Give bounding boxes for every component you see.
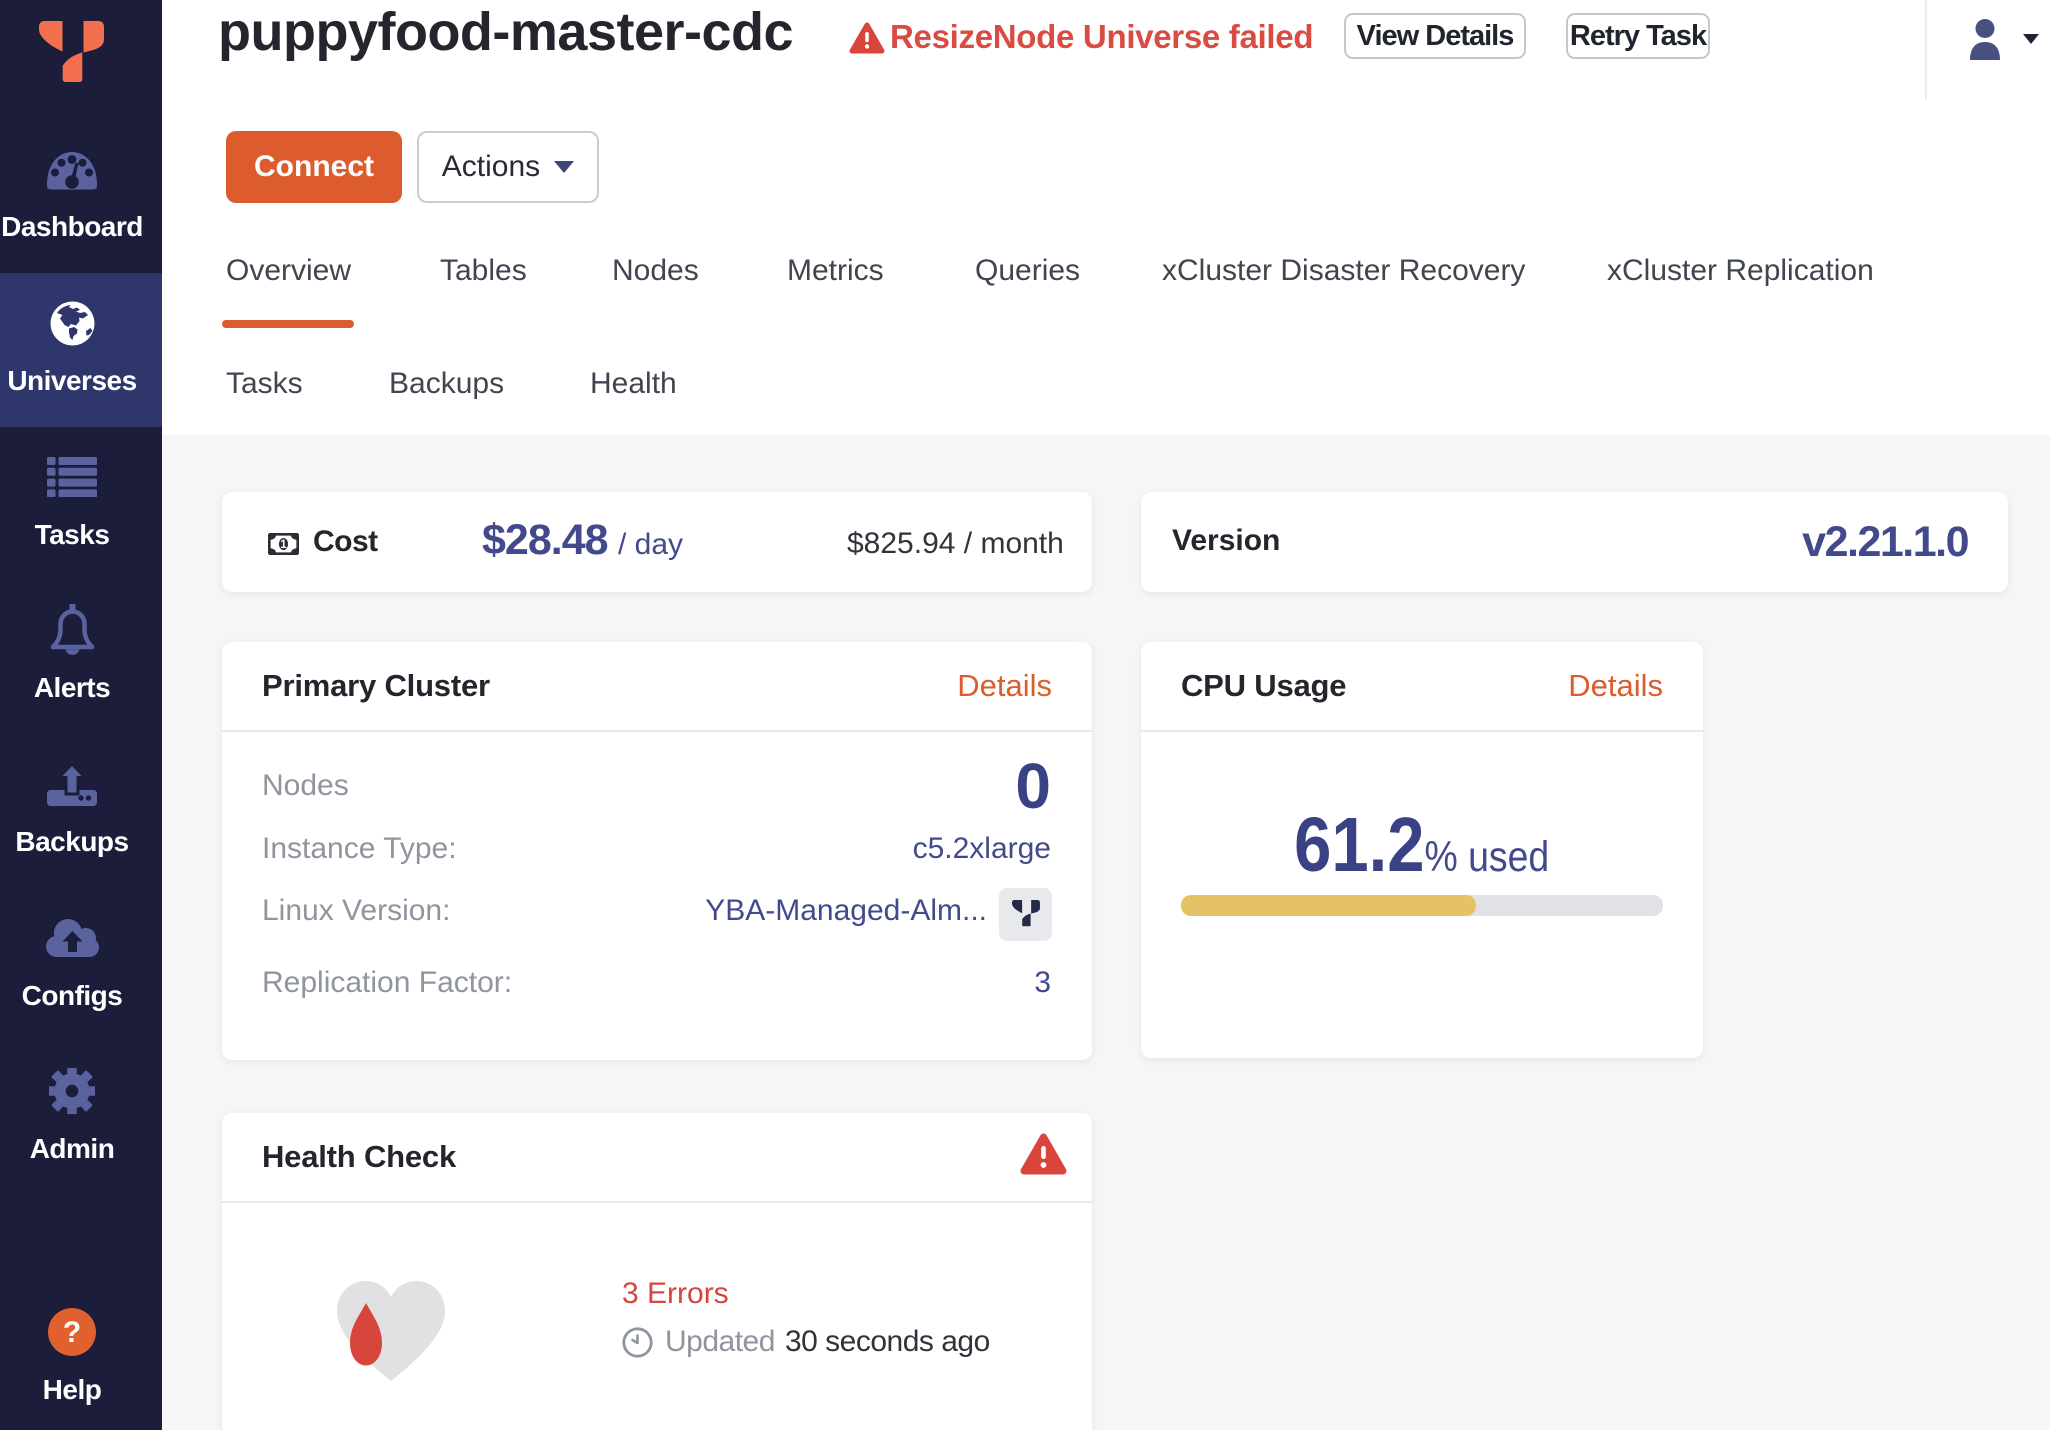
svg-text:1: 1 bbox=[280, 539, 287, 551]
svg-text:?: ? bbox=[63, 1316, 81, 1349]
